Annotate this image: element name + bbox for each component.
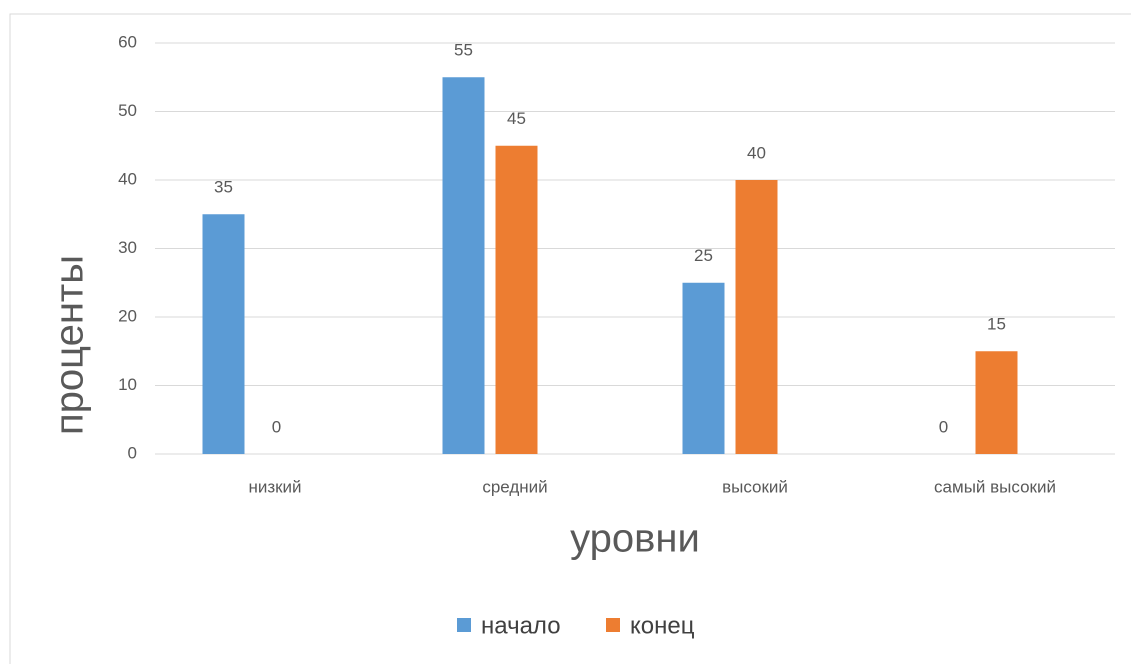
x-tick-label: высокий <box>722 477 788 496</box>
bar <box>735 180 778 454</box>
x-tick-label: низкий <box>248 477 301 496</box>
data-label: 15 <box>987 315 1006 334</box>
bar <box>682 282 725 454</box>
y-tick-label: 10 <box>118 375 137 394</box>
bar <box>202 214 245 454</box>
x-axis-title: уровни <box>570 517 700 561</box>
y-axis-title: проценты <box>48 255 92 435</box>
y-tick-label: 30 <box>118 238 137 257</box>
legend-label: начало <box>481 612 561 639</box>
y-tick-label: 0 <box>128 443 137 462</box>
data-label: 25 <box>694 246 713 265</box>
legend-label: конец <box>630 612 695 639</box>
data-label: 0 <box>272 417 281 436</box>
y-tick-label: 40 <box>118 169 137 188</box>
y-tick-label: 50 <box>118 101 137 120</box>
data-label: 40 <box>747 143 766 162</box>
data-label: 0 <box>939 417 948 436</box>
legend-swatch <box>457 618 471 632</box>
y-tick-label: 60 <box>118 32 137 51</box>
bar <box>495 145 538 454</box>
chart-frame <box>9 13 1131 664</box>
data-label: 55 <box>454 41 473 60</box>
x-tick-label: средний <box>482 477 547 496</box>
x-tick-label: самый высокий <box>934 477 1056 496</box>
data-label: 35 <box>214 178 233 197</box>
bar <box>442 77 485 454</box>
data-label: 45 <box>507 109 526 128</box>
legend-swatch <box>606 618 620 632</box>
y-tick-label: 20 <box>118 306 137 325</box>
bar <box>975 351 1018 454</box>
